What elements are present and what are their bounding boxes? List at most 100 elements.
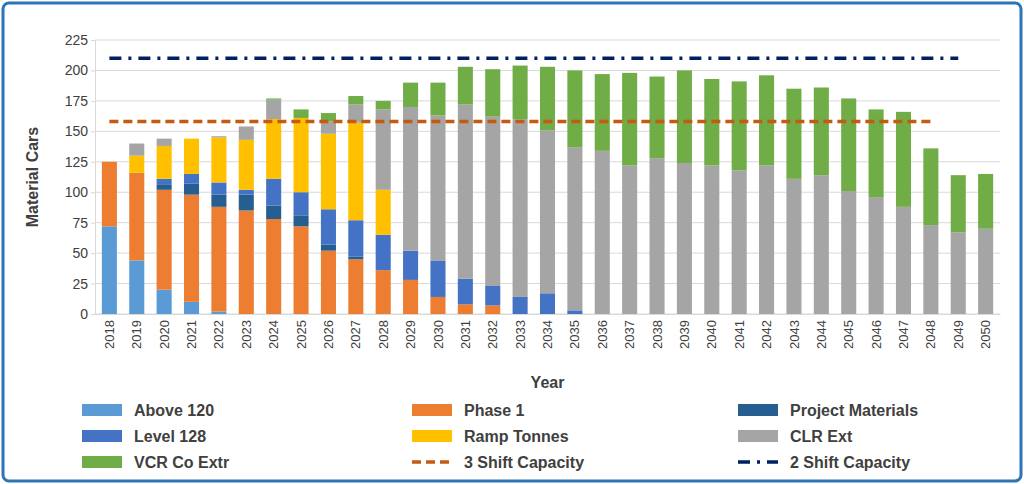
y-tick-label: 100 <box>65 184 89 200</box>
x-tick-label: 2025 <box>294 320 309 349</box>
bar <box>430 260 445 297</box>
x-tick-label: 2040 <box>704 320 719 349</box>
bar <box>786 179 801 314</box>
y-tick-mark <box>91 101 95 102</box>
bar <box>430 116 445 261</box>
legend-item: 3 Shift Capacity <box>412 454 584 471</box>
bar <box>732 81 747 170</box>
bar <box>157 139 172 146</box>
bar <box>157 146 172 179</box>
legend-label: VCR Co Extr <box>134 454 229 471</box>
bar <box>157 190 172 290</box>
bar <box>348 123 363 220</box>
bar <box>184 302 199 314</box>
y-tick-label: 225 <box>65 32 89 48</box>
y-tick: 225 <box>65 32 95 48</box>
legend-item: 2 Shift Capacity <box>738 454 910 471</box>
y-tick-mark <box>91 253 95 254</box>
bar <box>102 161 117 162</box>
bar <box>896 112 911 207</box>
bar <box>430 297 445 314</box>
legend-swatch <box>412 404 452 416</box>
bar <box>321 245 336 251</box>
bar <box>129 143 144 144</box>
x-tick-label: 2022 <box>211 320 226 349</box>
bar <box>294 192 309 215</box>
y-tick: 150 <box>65 123 95 139</box>
y-tick-mark <box>91 70 95 71</box>
legend-item: Above 120 <box>82 402 214 419</box>
y-tick: 175 <box>65 93 95 109</box>
y-tick: 125 <box>65 154 95 170</box>
legend-swatch <box>412 460 452 464</box>
x-tick: 2027 <box>348 314 363 349</box>
x-tick: 2047 <box>896 314 911 349</box>
x-tick-label: 2045 <box>841 320 856 349</box>
x-tick: 2039 <box>677 314 692 349</box>
x-tick-label: 2049 <box>951 320 966 349</box>
bar <box>677 163 692 314</box>
bar <box>184 139 199 174</box>
x-tick-label: 2043 <box>786 320 801 349</box>
bar <box>348 257 363 259</box>
x-tick-label: 2038 <box>650 320 665 349</box>
bar <box>266 219 281 314</box>
bar <box>841 191 856 314</box>
grid <box>95 40 1000 314</box>
grid-line <box>95 40 1000 41</box>
bar <box>403 107 418 251</box>
y-tick-label: 150 <box>65 123 89 139</box>
bar <box>348 96 363 105</box>
legend-item: Phase 1 <box>412 402 525 419</box>
bar <box>294 118 309 192</box>
y-axis: 0255075100125150175200225 <box>65 32 96 322</box>
x-tick-label: 2026 <box>321 320 336 349</box>
bar <box>239 126 254 127</box>
x-tick: 2018 <box>102 314 117 349</box>
x-tick-label: 2046 <box>869 320 884 349</box>
bar <box>239 140 254 190</box>
line <box>109 57 958 61</box>
y-tick: 0 <box>80 306 95 322</box>
bar <box>211 195 226 207</box>
x-tick-label: 2037 <box>622 320 637 349</box>
y-tick-mark <box>91 223 95 224</box>
bar <box>622 73 637 166</box>
y-tick-label: 175 <box>65 93 89 109</box>
bar <box>704 165 719 314</box>
x-tick: 2025 <box>294 314 309 349</box>
bar <box>650 77 665 159</box>
bar <box>869 197 884 314</box>
x-tick: 2048 <box>923 314 938 349</box>
bar <box>266 206 281 219</box>
bar <box>951 175 966 232</box>
bar <box>376 235 391 270</box>
bar <box>321 251 336 314</box>
y-tick-mark <box>91 284 95 285</box>
y-tick-mark <box>91 162 95 163</box>
x-tick: 2034 <box>540 314 555 349</box>
x-tick: 2040 <box>704 314 719 349</box>
bar <box>239 190 254 195</box>
bar <box>376 190 391 235</box>
x-tick: 2029 <box>403 314 418 349</box>
x-tick-label: 2018 <box>102 320 117 349</box>
bar <box>239 126 254 139</box>
bar <box>266 179 281 206</box>
bar <box>239 195 254 211</box>
bar <box>485 286 500 305</box>
bar <box>102 161 117 162</box>
bar <box>102 226 117 314</box>
x-tick-label: 2041 <box>732 320 747 349</box>
y-tick-label: 0 <box>80 306 88 322</box>
x-tick: 2019 <box>129 314 144 349</box>
bar <box>102 161 117 162</box>
bar <box>814 87 829 175</box>
bar <box>321 134 336 210</box>
y-tick-label: 75 <box>72 215 88 231</box>
legend-swatch <box>738 430 778 442</box>
bar <box>841 98 856 191</box>
bar <box>923 225 938 314</box>
bar <box>376 270 391 314</box>
x-tick-label: 2027 <box>348 320 363 349</box>
